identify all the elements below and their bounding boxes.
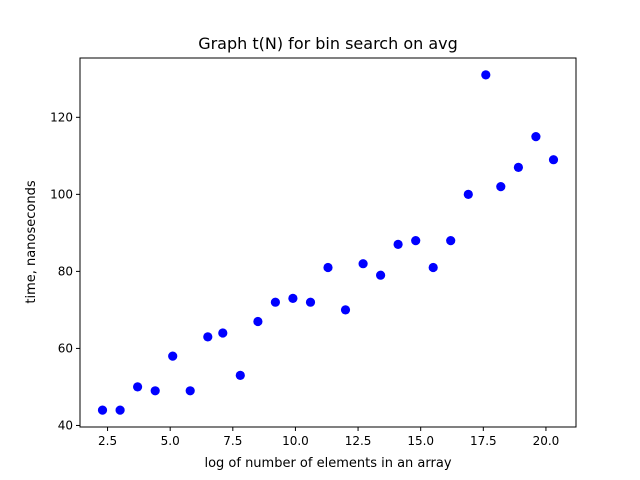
data-point bbox=[253, 316, 263, 327]
x-axis-label: log of number of elements in an array bbox=[204, 456, 451, 471]
data-point bbox=[340, 305, 351, 315]
x-tick-label: 5.0 bbox=[161, 434, 180, 448]
data-point bbox=[323, 262, 333, 273]
data-point bbox=[133, 382, 143, 392]
data-point bbox=[376, 270, 386, 280]
data-point bbox=[446, 236, 456, 246]
data-point bbox=[115, 405, 125, 415]
x-tick-label: 7.5 bbox=[223, 434, 242, 448]
y-axis-ticks: 40 60 80 100 120 bbox=[50, 110, 80, 432]
points-layer bbox=[97, 70, 559, 415]
y-tick-label: 80 bbox=[58, 264, 73, 278]
data-point bbox=[358, 259, 368, 269]
x-tick-label: 10.0 bbox=[282, 434, 309, 448]
data-point bbox=[411, 236, 421, 246]
data-point bbox=[97, 405, 108, 415]
data-point bbox=[185, 386, 195, 396]
chart-title: Graph t(N) for bin search on avg bbox=[198, 34, 458, 53]
y-tick-label: 60 bbox=[58, 341, 73, 355]
x-tick-label: 20.0 bbox=[533, 434, 560, 448]
data-point bbox=[496, 182, 506, 192]
data-point bbox=[513, 162, 524, 172]
x-tick-label: 17.5 bbox=[470, 434, 497, 448]
y-tick-label: 120 bbox=[50, 110, 73, 124]
y-tick-label: 40 bbox=[58, 418, 73, 432]
data-point bbox=[393, 239, 403, 249]
data-point bbox=[548, 155, 559, 165]
y-axis-label: time, nanoseconds bbox=[24, 180, 39, 303]
data-point bbox=[203, 332, 213, 342]
plot-area-frame bbox=[79, 57, 577, 428]
data-point bbox=[463, 189, 473, 199]
x-tick-label: 12.5 bbox=[345, 434, 372, 448]
data-point bbox=[481, 70, 491, 80]
data-point bbox=[235, 370, 245, 380]
x-tick-label: 2.5 bbox=[98, 434, 117, 448]
data-point bbox=[428, 262, 438, 273]
data-point bbox=[218, 328, 228, 338]
data-point bbox=[168, 351, 178, 361]
data-point bbox=[270, 297, 280, 307]
data-point bbox=[531, 132, 541, 142]
x-axis-ticks: 2.5 5.0 7.5 10.0 12.5 15.0 17.5 20.0 bbox=[98, 427, 559, 448]
data-point bbox=[150, 386, 160, 396]
x-tick-label: 15.0 bbox=[407, 434, 434, 448]
data-point bbox=[305, 297, 316, 307]
data-point bbox=[288, 293, 298, 303]
y-tick-label: 100 bbox=[50, 187, 73, 201]
